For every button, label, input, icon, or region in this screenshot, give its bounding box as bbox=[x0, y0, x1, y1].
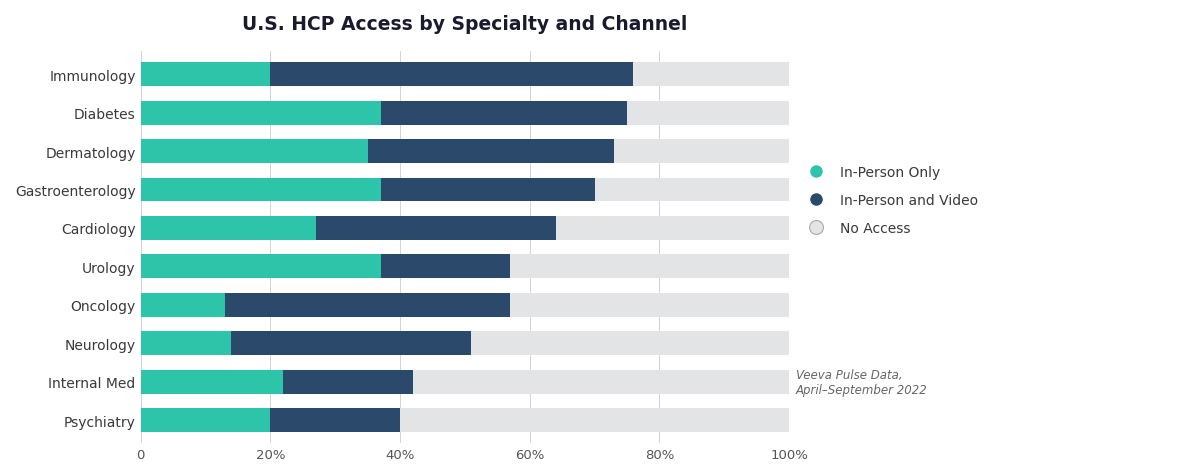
Bar bbox=[140, 217, 316, 240]
Text: Veeva Pulse Data,
April–September 2022: Veeva Pulse Data, April–September 2022 bbox=[796, 368, 928, 397]
Bar bbox=[380, 255, 510, 279]
Bar bbox=[140, 255, 380, 279]
Bar bbox=[634, 63, 790, 87]
Bar bbox=[140, 370, 283, 394]
Bar bbox=[380, 178, 594, 202]
Bar bbox=[270, 408, 400, 432]
Bar bbox=[594, 178, 790, 202]
Bar bbox=[224, 293, 510, 317]
Bar bbox=[316, 217, 556, 240]
Bar bbox=[400, 408, 790, 432]
Bar bbox=[140, 332, 232, 356]
Bar bbox=[140, 293, 224, 317]
Legend: In-Person Only, In-Person and Video, No Access: In-Person Only, In-Person and Video, No … bbox=[803, 166, 978, 236]
Bar bbox=[628, 101, 790, 125]
Bar bbox=[380, 101, 628, 125]
Bar bbox=[510, 293, 790, 317]
Bar bbox=[140, 178, 380, 202]
Title: U.S. HCP Access by Specialty and Channel: U.S. HCP Access by Specialty and Channel bbox=[242, 15, 688, 34]
Bar bbox=[140, 63, 270, 87]
Bar bbox=[270, 63, 634, 87]
Bar bbox=[140, 101, 380, 125]
Bar bbox=[510, 255, 790, 279]
Bar bbox=[556, 217, 790, 240]
Bar bbox=[140, 408, 270, 432]
Bar bbox=[232, 332, 472, 356]
Bar bbox=[413, 370, 790, 394]
Bar bbox=[472, 332, 790, 356]
Bar bbox=[283, 370, 413, 394]
Bar bbox=[140, 140, 367, 164]
Bar bbox=[367, 140, 614, 164]
Bar bbox=[614, 140, 790, 164]
